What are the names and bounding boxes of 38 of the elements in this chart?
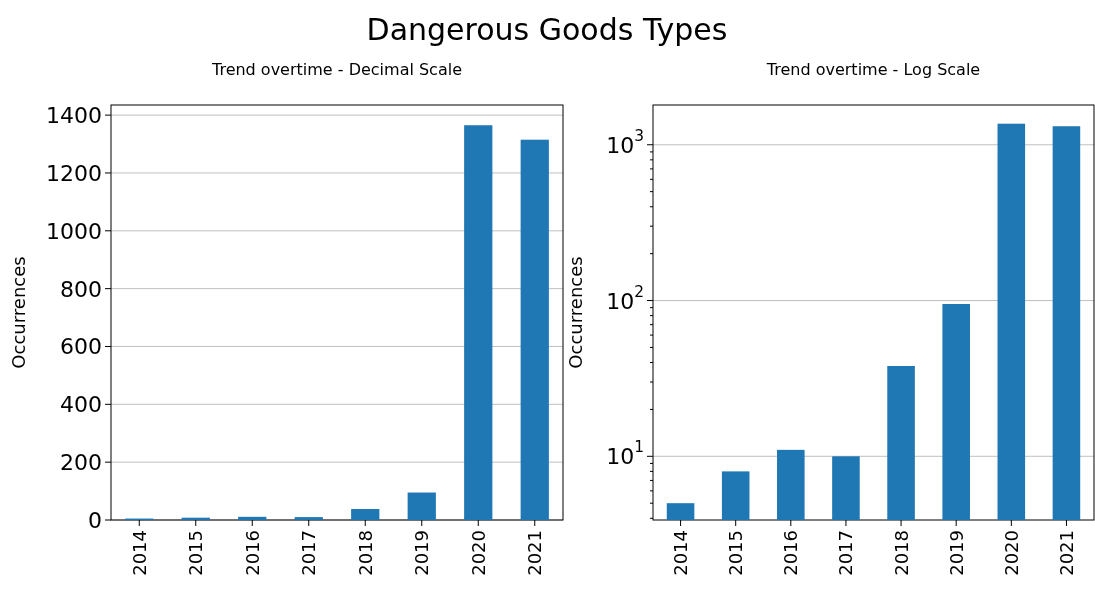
bar	[464, 125, 493, 520]
x-tick-label: 2014	[128, 530, 150, 576]
x-tick-label: 2015	[185, 530, 207, 576]
x-tick-label: 2020	[467, 530, 489, 576]
x-tick-label: 2021	[524, 530, 546, 576]
y-axis-title: Occurrences	[565, 256, 586, 369]
x-tick-label: 2019	[945, 530, 967, 576]
bar	[238, 516, 267, 520]
bar	[351, 509, 380, 520]
y-tick-label: 10$^{3}$	[606, 126, 644, 158]
y-tick-label: 1000	[46, 218, 102, 244]
y-tick-label: 200	[60, 449, 102, 475]
chart-title: Dangerous Goods Types	[366, 12, 728, 47]
x-tick-label: 2014	[670, 530, 692, 576]
x-tick-label: 2017	[298, 530, 320, 576]
y-tick-label: 800	[60, 276, 102, 302]
bar	[407, 492, 436, 520]
bar	[294, 517, 323, 520]
y-tick-label: 10$^{2}$	[606, 282, 644, 314]
y-tick-label: 0	[88, 507, 102, 533]
x-tick-label: 2017	[835, 530, 857, 576]
y-tick-label: 10$^{1}$	[606, 438, 644, 469]
x-tick-label: 2019	[411, 530, 433, 576]
chart-subtitle: Trend overtime - Decimal Scale	[210, 60, 463, 79]
y-tick-label: 1200	[46, 160, 102, 186]
x-tick-label: 2021	[1055, 530, 1077, 576]
y-tick-label: 400	[60, 391, 102, 417]
y-tick-label: 600	[60, 333, 102, 359]
bar	[520, 139, 549, 520]
y-tick-label: 1400	[46, 102, 102, 128]
x-tick-label: 2016	[780, 530, 802, 576]
y-axis-title: Occurrences	[8, 256, 29, 369]
chart-subtitle: Trend overtime - Log Scale	[765, 60, 981, 79]
x-tick-label: 2018	[890, 530, 912, 576]
x-tick-label: 2015	[725, 530, 747, 576]
x-tick-label: 2016	[241, 530, 263, 576]
x-tick-label: 2020	[1000, 530, 1022, 576]
x-tick-label: 2018	[354, 530, 376, 576]
